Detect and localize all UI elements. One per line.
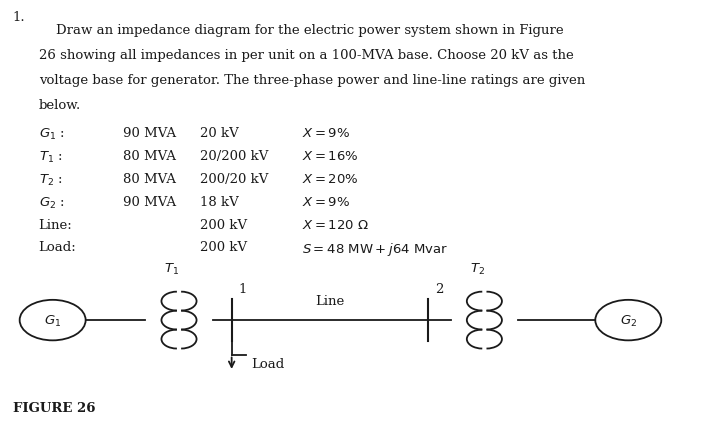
Text: 200 kV: 200 kV xyxy=(200,241,247,254)
Text: Load:: Load: xyxy=(39,241,77,254)
Text: 90 MVA: 90 MVA xyxy=(123,195,176,208)
Text: $T_2$ :: $T_2$ : xyxy=(39,172,62,187)
Text: $G_2$: $G_2$ xyxy=(620,313,637,328)
Text: $X = 16\%$: $X = 16\%$ xyxy=(302,150,359,163)
Text: below.: below. xyxy=(39,98,81,111)
Text: 2: 2 xyxy=(435,283,444,295)
Text: 20 kV: 20 kV xyxy=(200,127,239,140)
Text: $X = 120\ \Omega$: $X = 120\ \Omega$ xyxy=(302,218,369,231)
Text: $X = 9\%$: $X = 9\%$ xyxy=(302,127,350,140)
Text: FIGURE 26: FIGURE 26 xyxy=(13,401,95,414)
Text: $T_1$: $T_1$ xyxy=(164,261,180,276)
Text: 90 MVA: 90 MVA xyxy=(123,127,176,140)
Text: $G_1$ :: $G_1$ : xyxy=(39,127,65,142)
Text: Load: Load xyxy=(251,357,284,370)
Text: 80 MVA: 80 MVA xyxy=(123,150,176,163)
Text: Draw an impedance diagram for the electric power system shown in Figure: Draw an impedance diagram for the electr… xyxy=(39,24,563,37)
Text: 1: 1 xyxy=(239,283,247,295)
Text: $G_1$: $G_1$ xyxy=(44,313,61,328)
Text: $X = 9\%$: $X = 9\%$ xyxy=(302,195,350,208)
Text: 200 kV: 200 kV xyxy=(200,218,247,231)
Text: $X = 20\%$: $X = 20\%$ xyxy=(302,172,359,185)
Text: voltage base for generator. The three-phase power and line-line ratings are give: voltage base for generator. The three-ph… xyxy=(39,74,585,86)
Text: $S = 48\ \mathrm{MW} +j64\ \mathrm{Mvar}$: $S = 48\ \mathrm{MW} +j64\ \mathrm{Mvar}… xyxy=(302,241,449,258)
Text: $T_1$ :: $T_1$ : xyxy=(39,150,62,165)
Text: 18 kV: 18 kV xyxy=(200,195,239,208)
Text: $T_2$: $T_2$ xyxy=(470,261,485,276)
Text: Line: Line xyxy=(315,295,345,307)
Text: 200/20 kV: 200/20 kV xyxy=(200,172,268,185)
Text: Line:: Line: xyxy=(39,218,72,231)
Text: 20/200 kV: 20/200 kV xyxy=(200,150,268,163)
Text: 1.: 1. xyxy=(13,11,25,24)
Text: 26 showing all impedances in per unit on a 100-MVA base. Choose 20 kV as the: 26 showing all impedances in per unit on… xyxy=(39,49,574,61)
Text: 80 MVA: 80 MVA xyxy=(123,172,176,185)
Text: $G_2$ :: $G_2$ : xyxy=(39,195,65,210)
